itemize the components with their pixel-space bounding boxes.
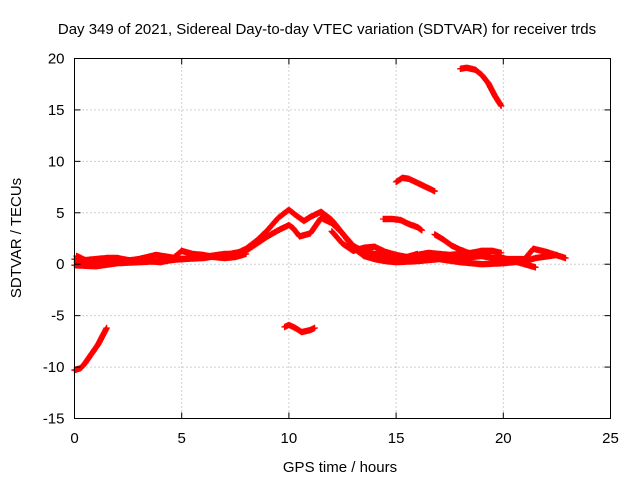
grid-lines <box>74 58 611 419</box>
y-tick-label: 0 <box>56 256 64 273</box>
x-axis-label: GPS time / hours <box>283 459 397 476</box>
axis-ticks: 0 5 10 15 20 25 -15 -10 -5 0 5 10 15 20 <box>43 51 619 448</box>
y-tick-label: -5 <box>51 308 64 325</box>
y-tick-label: 5 <box>56 205 64 222</box>
data-series-arc-3 <box>73 247 250 266</box>
y-tick-label: 10 <box>48 153 65 170</box>
x-tick-label: 25 <box>602 430 619 447</box>
data-point-markers <box>73 247 250 266</box>
x-tick-label: 0 <box>70 430 78 447</box>
data-series-arc-10 <box>380 215 426 234</box>
x-tick-label: 10 <box>281 430 298 447</box>
data-series-arc-8 <box>281 321 318 336</box>
data-point-markers <box>431 231 539 271</box>
data-series-arc-11 <box>457 64 505 110</box>
x-tick-label: 5 <box>178 430 186 447</box>
y-tick-label: 15 <box>48 102 65 119</box>
data-point-markers <box>392 174 438 195</box>
y-tick-label: -15 <box>43 411 65 428</box>
x-tick-label: 15 <box>388 430 405 447</box>
data-point-markers <box>380 215 426 234</box>
x-tick-label: 20 <box>495 430 512 447</box>
data-point-markers <box>457 64 505 110</box>
data-series-arc-6 <box>431 231 539 271</box>
y-axis-label: SDTVAR / TECUs <box>8 178 25 298</box>
y-tick-label: -10 <box>43 359 65 376</box>
plot-frame <box>74 58 611 419</box>
y-tick-label: 20 <box>48 51 65 68</box>
data-points <box>71 64 569 374</box>
data-point-markers <box>281 321 318 336</box>
data-series-arc-9 <box>392 174 438 195</box>
chart-title: Day 349 of 2021, Sidereal Day-to-day VTE… <box>58 21 596 38</box>
